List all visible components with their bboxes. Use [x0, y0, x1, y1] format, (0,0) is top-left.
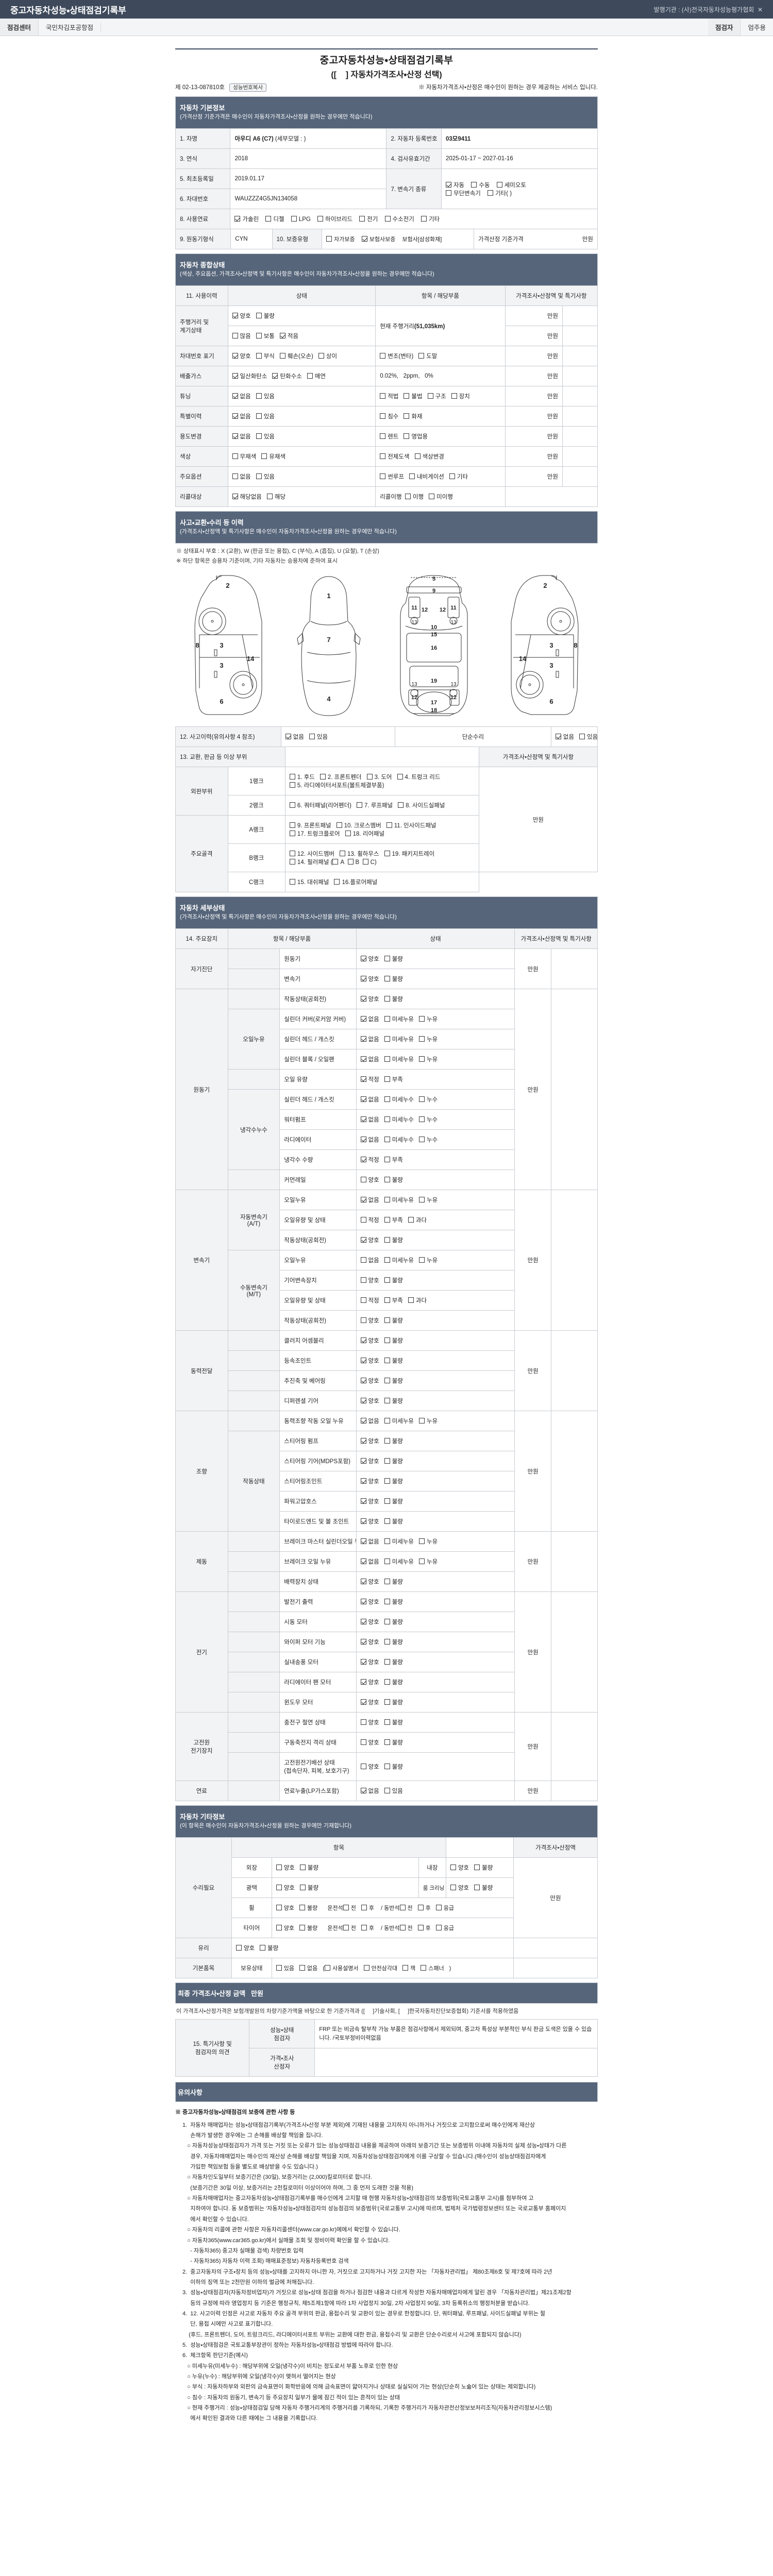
svg-text:6: 6: [549, 698, 553, 705]
svg-text:13: 13: [411, 620, 417, 625]
svg-text:3: 3: [220, 641, 223, 649]
svg-text:13: 13: [411, 682, 417, 687]
svg-text:1: 1: [327, 592, 331, 600]
svg-text:7: 7: [327, 636, 331, 643]
svg-text:3: 3: [549, 641, 553, 649]
svg-text:16: 16: [431, 645, 437, 651]
svg-text:3: 3: [549, 662, 553, 669]
svg-text:6: 6: [220, 698, 223, 705]
svg-text:13: 13: [450, 620, 457, 625]
svg-text:8: 8: [574, 641, 577, 649]
svg-text:14: 14: [519, 655, 527, 663]
svg-text:11: 11: [450, 605, 457, 611]
svg-text:12: 12: [440, 607, 446, 613]
svg-text:12: 12: [422, 607, 428, 613]
svg-text:15: 15: [431, 632, 437, 638]
svg-text:12: 12: [450, 694, 457, 701]
svg-text:5: 5: [432, 576, 435, 582]
svg-text:9: 9: [432, 588, 435, 594]
svg-text:17: 17: [431, 700, 437, 706]
svg-text:12: 12: [411, 694, 417, 701]
svg-text:14: 14: [247, 655, 255, 663]
svg-text:10: 10: [431, 624, 437, 631]
svg-text:18: 18: [431, 707, 437, 714]
svg-text:13: 13: [450, 682, 457, 687]
svg-text:2: 2: [226, 582, 229, 589]
svg-text:19: 19: [431, 678, 437, 684]
svg-text:4: 4: [327, 695, 331, 703]
svg-text:2: 2: [543, 582, 547, 589]
svg-text:8: 8: [195, 641, 199, 649]
svg-text:11: 11: [411, 605, 417, 611]
svg-text:3: 3: [220, 662, 223, 669]
